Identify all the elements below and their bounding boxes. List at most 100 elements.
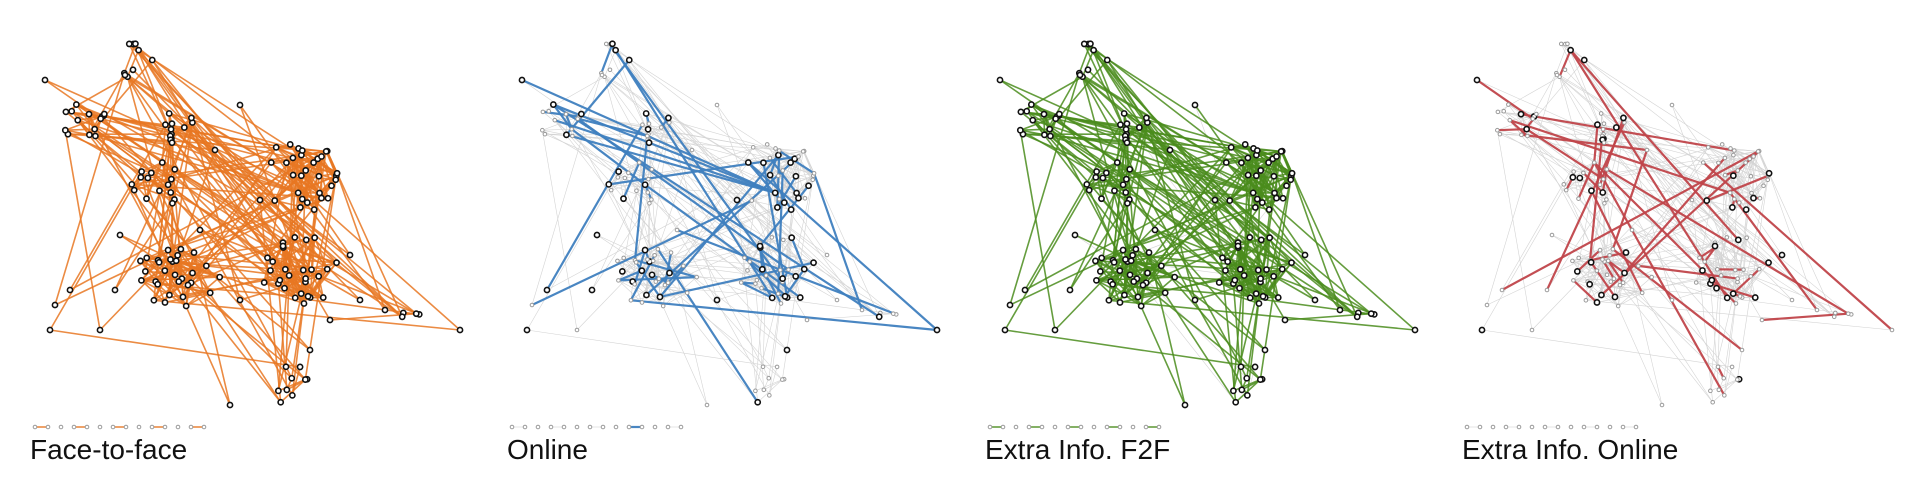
inactive-node — [1831, 314, 1837, 320]
inactive-node — [1737, 294, 1743, 299]
active-node — [167, 125, 175, 133]
inactive-node — [1722, 393, 1727, 398]
inactive-node — [747, 259, 752, 264]
active-node — [138, 168, 146, 175]
active-node — [310, 206, 318, 214]
active-edge — [644, 183, 801, 299]
active-node — [1103, 56, 1111, 64]
active-node — [111, 286, 119, 294]
inactive-node — [569, 126, 574, 132]
active-node — [1257, 275, 1265, 282]
active-node — [135, 46, 143, 54]
inactive-node — [71, 424, 77, 430]
active-node — [792, 272, 800, 280]
inactive-node — [575, 116, 580, 121]
active-edge — [277, 283, 288, 390]
active-edge — [54, 199, 276, 306]
active-node — [289, 171, 297, 179]
inactive-edge — [608, 162, 640, 185]
inactive-node — [1718, 273, 1724, 278]
inactive-node — [776, 173, 781, 178]
inactive-node — [1814, 307, 1820, 313]
active-node — [91, 132, 99, 140]
inactive-node — [1732, 196, 1737, 202]
panel-label-online: Online — [507, 434, 588, 465]
inactive-node — [1833, 310, 1838, 316]
inactive-node — [1570, 258, 1575, 264]
inactive-node — [1727, 190, 1733, 196]
active-node — [333, 169, 341, 177]
active-edge — [1135, 249, 1139, 297]
inactive-edge — [653, 237, 792, 262]
inactive-node — [616, 278, 621, 283]
active-node — [1478, 326, 1486, 334]
active-edge — [1009, 199, 1231, 306]
inactive-node — [1495, 109, 1501, 115]
active-node — [1046, 125, 1054, 133]
inactive-edge — [1572, 260, 1611, 282]
inactive-edge — [1706, 200, 1747, 210]
active-node — [1251, 363, 1259, 371]
active-edge — [65, 129, 90, 136]
inactive-node — [615, 258, 620, 264]
inactive-node — [810, 177, 816, 183]
active-node — [1116, 299, 1124, 306]
inactive-node — [1669, 102, 1675, 108]
active-node — [1122, 175, 1130, 183]
active-node — [1124, 199, 1131, 207]
active-edge — [145, 162, 164, 199]
panel-label-face-to-face: Face-to-face — [30, 434, 188, 465]
inactive-edge — [1622, 265, 1639, 283]
inactive-node — [1594, 268, 1600, 273]
active-node — [1191, 101, 1199, 109]
inactive-node — [1702, 259, 1707, 264]
active-edge — [138, 49, 302, 156]
inactive-node — [615, 175, 621, 180]
active-edge — [1232, 283, 1243, 390]
inactive-node — [1026, 424, 1032, 430]
active-node — [1594, 121, 1601, 129]
active-node — [796, 294, 804, 301]
active-node — [781, 292, 789, 300]
active-node — [319, 294, 327, 301]
inactive-node — [1700, 160, 1706, 165]
active-edges — [521, 43, 938, 429]
active-edge — [552, 103, 880, 318]
inactive-node — [1516, 424, 1522, 430]
inactive-edge — [526, 171, 619, 331]
inactive-node — [97, 424, 103, 430]
active-node — [1001, 326, 1009, 334]
inactive-edge — [1716, 237, 1728, 289]
active-edge — [1020, 129, 1045, 136]
inactive-edge — [591, 199, 652, 291]
inactive-edge — [1732, 151, 1759, 208]
inactive-node — [1722, 172, 1728, 178]
active-node — [291, 294, 299, 302]
active-node — [563, 131, 570, 139]
active-edge — [776, 175, 797, 208]
active-node — [1127, 257, 1135, 265]
active-node — [298, 147, 306, 154]
active-node — [91, 125, 99, 133]
inactive-edge — [1532, 118, 1603, 137]
active-node — [1123, 120, 1131, 128]
active-edge — [267, 256, 337, 264]
active-node — [1238, 159, 1245, 167]
inactive-node — [1529, 424, 1535, 430]
inactive-node — [570, 133, 575, 139]
inactive-node — [1576, 255, 1581, 261]
active-node — [300, 300, 308, 307]
active-node — [51, 301, 59, 309]
inactive-node — [1601, 140, 1607, 145]
active-edge — [54, 72, 126, 306]
active-node — [612, 46, 620, 54]
active-node — [264, 254, 271, 262]
inactive-edge — [652, 260, 660, 279]
active-edge — [317, 276, 325, 298]
active-node — [1270, 272, 1278, 280]
inactive-node — [622, 175, 628, 181]
active-node — [308, 266, 315, 274]
active-node — [1723, 294, 1731, 302]
inactive-node — [45, 424, 51, 430]
inactive-node — [1731, 148, 1737, 153]
